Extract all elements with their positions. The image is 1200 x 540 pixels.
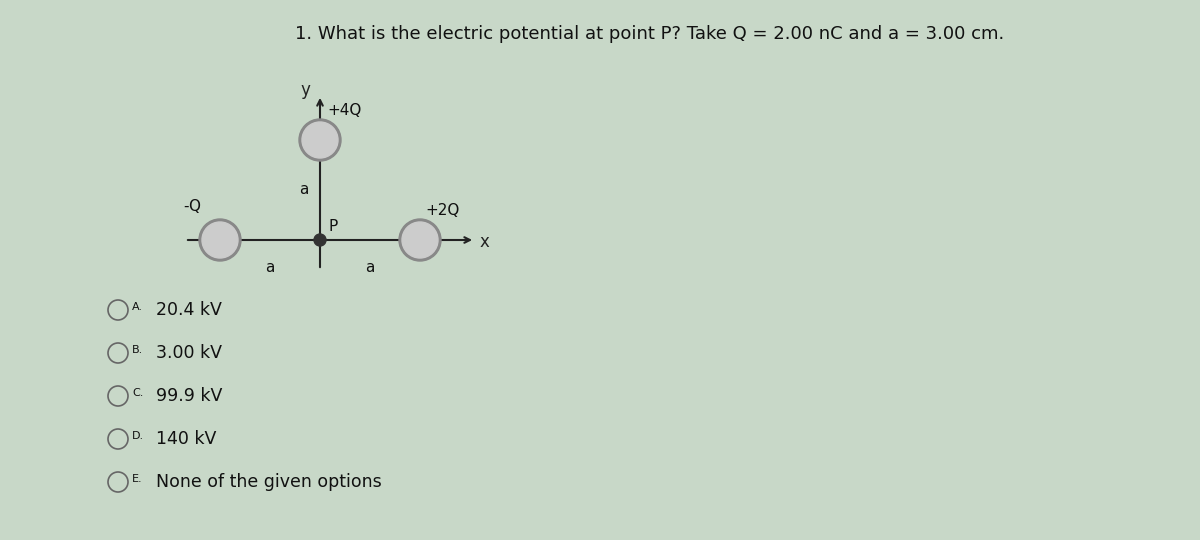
Text: +2Q: +2Q bbox=[425, 203, 460, 218]
Text: None of the given options: None of the given options bbox=[156, 473, 382, 491]
Text: a: a bbox=[265, 260, 275, 275]
Text: E.: E. bbox=[132, 474, 143, 484]
Circle shape bbox=[199, 219, 241, 261]
Text: y: y bbox=[300, 81, 310, 99]
Text: a: a bbox=[299, 183, 308, 198]
Text: A.: A. bbox=[132, 302, 143, 312]
Text: 140 kV: 140 kV bbox=[156, 430, 216, 448]
Circle shape bbox=[302, 122, 338, 158]
Text: -Q: -Q bbox=[184, 199, 202, 214]
Circle shape bbox=[202, 222, 238, 258]
Text: a: a bbox=[365, 260, 374, 275]
Text: D.: D. bbox=[132, 431, 144, 441]
Text: 1. What is the electric potential at point P? Take Q = 2.00 nC and a = 3.00 cm.: 1. What is the electric potential at poi… bbox=[295, 25, 1004, 43]
Circle shape bbox=[398, 219, 442, 261]
Circle shape bbox=[314, 234, 326, 246]
Text: P: P bbox=[328, 219, 337, 234]
Text: 20.4 kV: 20.4 kV bbox=[156, 301, 222, 319]
Text: +4Q: +4Q bbox=[326, 103, 361, 118]
Circle shape bbox=[402, 222, 438, 258]
Text: C.: C. bbox=[132, 388, 143, 398]
Text: 3.00 kV: 3.00 kV bbox=[156, 344, 222, 362]
Circle shape bbox=[299, 119, 341, 161]
Text: x: x bbox=[480, 233, 490, 251]
Text: B.: B. bbox=[132, 345, 143, 355]
Text: 99.9 kV: 99.9 kV bbox=[156, 387, 222, 405]
